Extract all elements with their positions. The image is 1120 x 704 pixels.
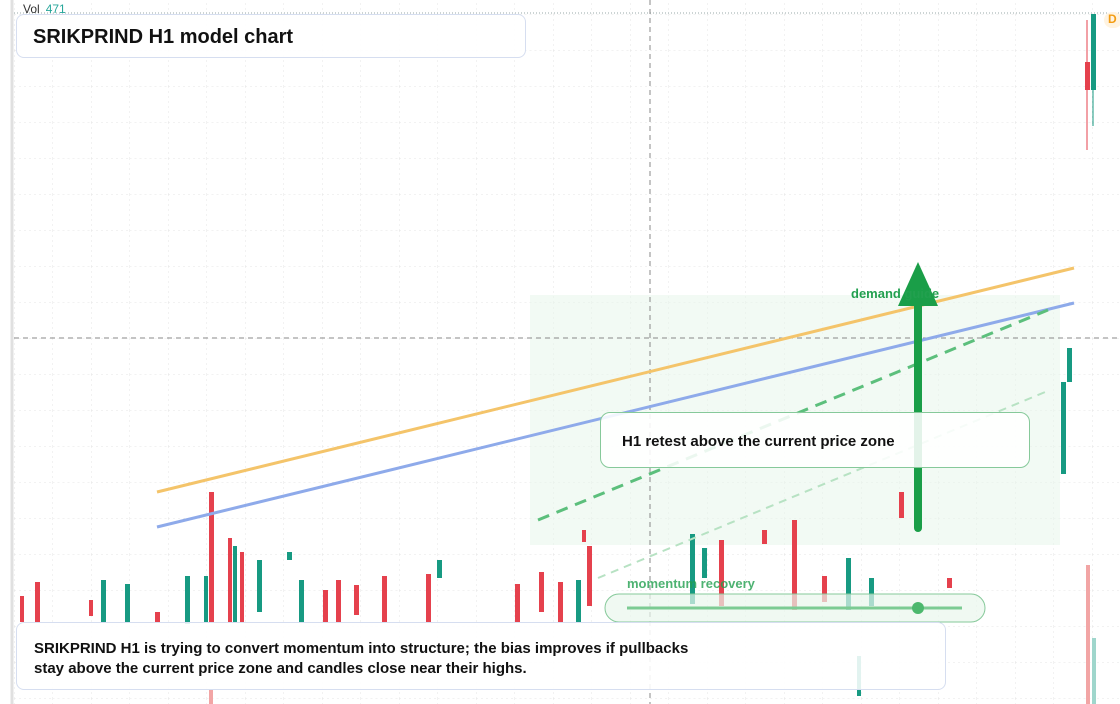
- volume-label: Vol: [23, 2, 40, 16]
- description: SRIKPRIND H1 is trying to convert moment…: [34, 640, 689, 677]
- description-box: SRIKPRIND H1 is trying to convert moment…: [16, 622, 946, 690]
- momentum-label: momentum recovery: [627, 576, 755, 591]
- projection: [537, 308, 1049, 522]
- arrow-head: [898, 262, 938, 306]
- volume-value: 471: [45, 2, 66, 16]
- retest-label: H1 retest above the current price zone: [600, 412, 1030, 468]
- badge[interactable]: D: [1104, 12, 1120, 28]
- title: SRIKPRIND H1 model chart: [16, 14, 526, 58]
- demand-label: demand guide: [851, 286, 940, 301]
- momentum-dot: [912, 602, 924, 614]
- candles: [20, 14, 1096, 704]
- volume: Vol 471: [23, 2, 66, 16]
